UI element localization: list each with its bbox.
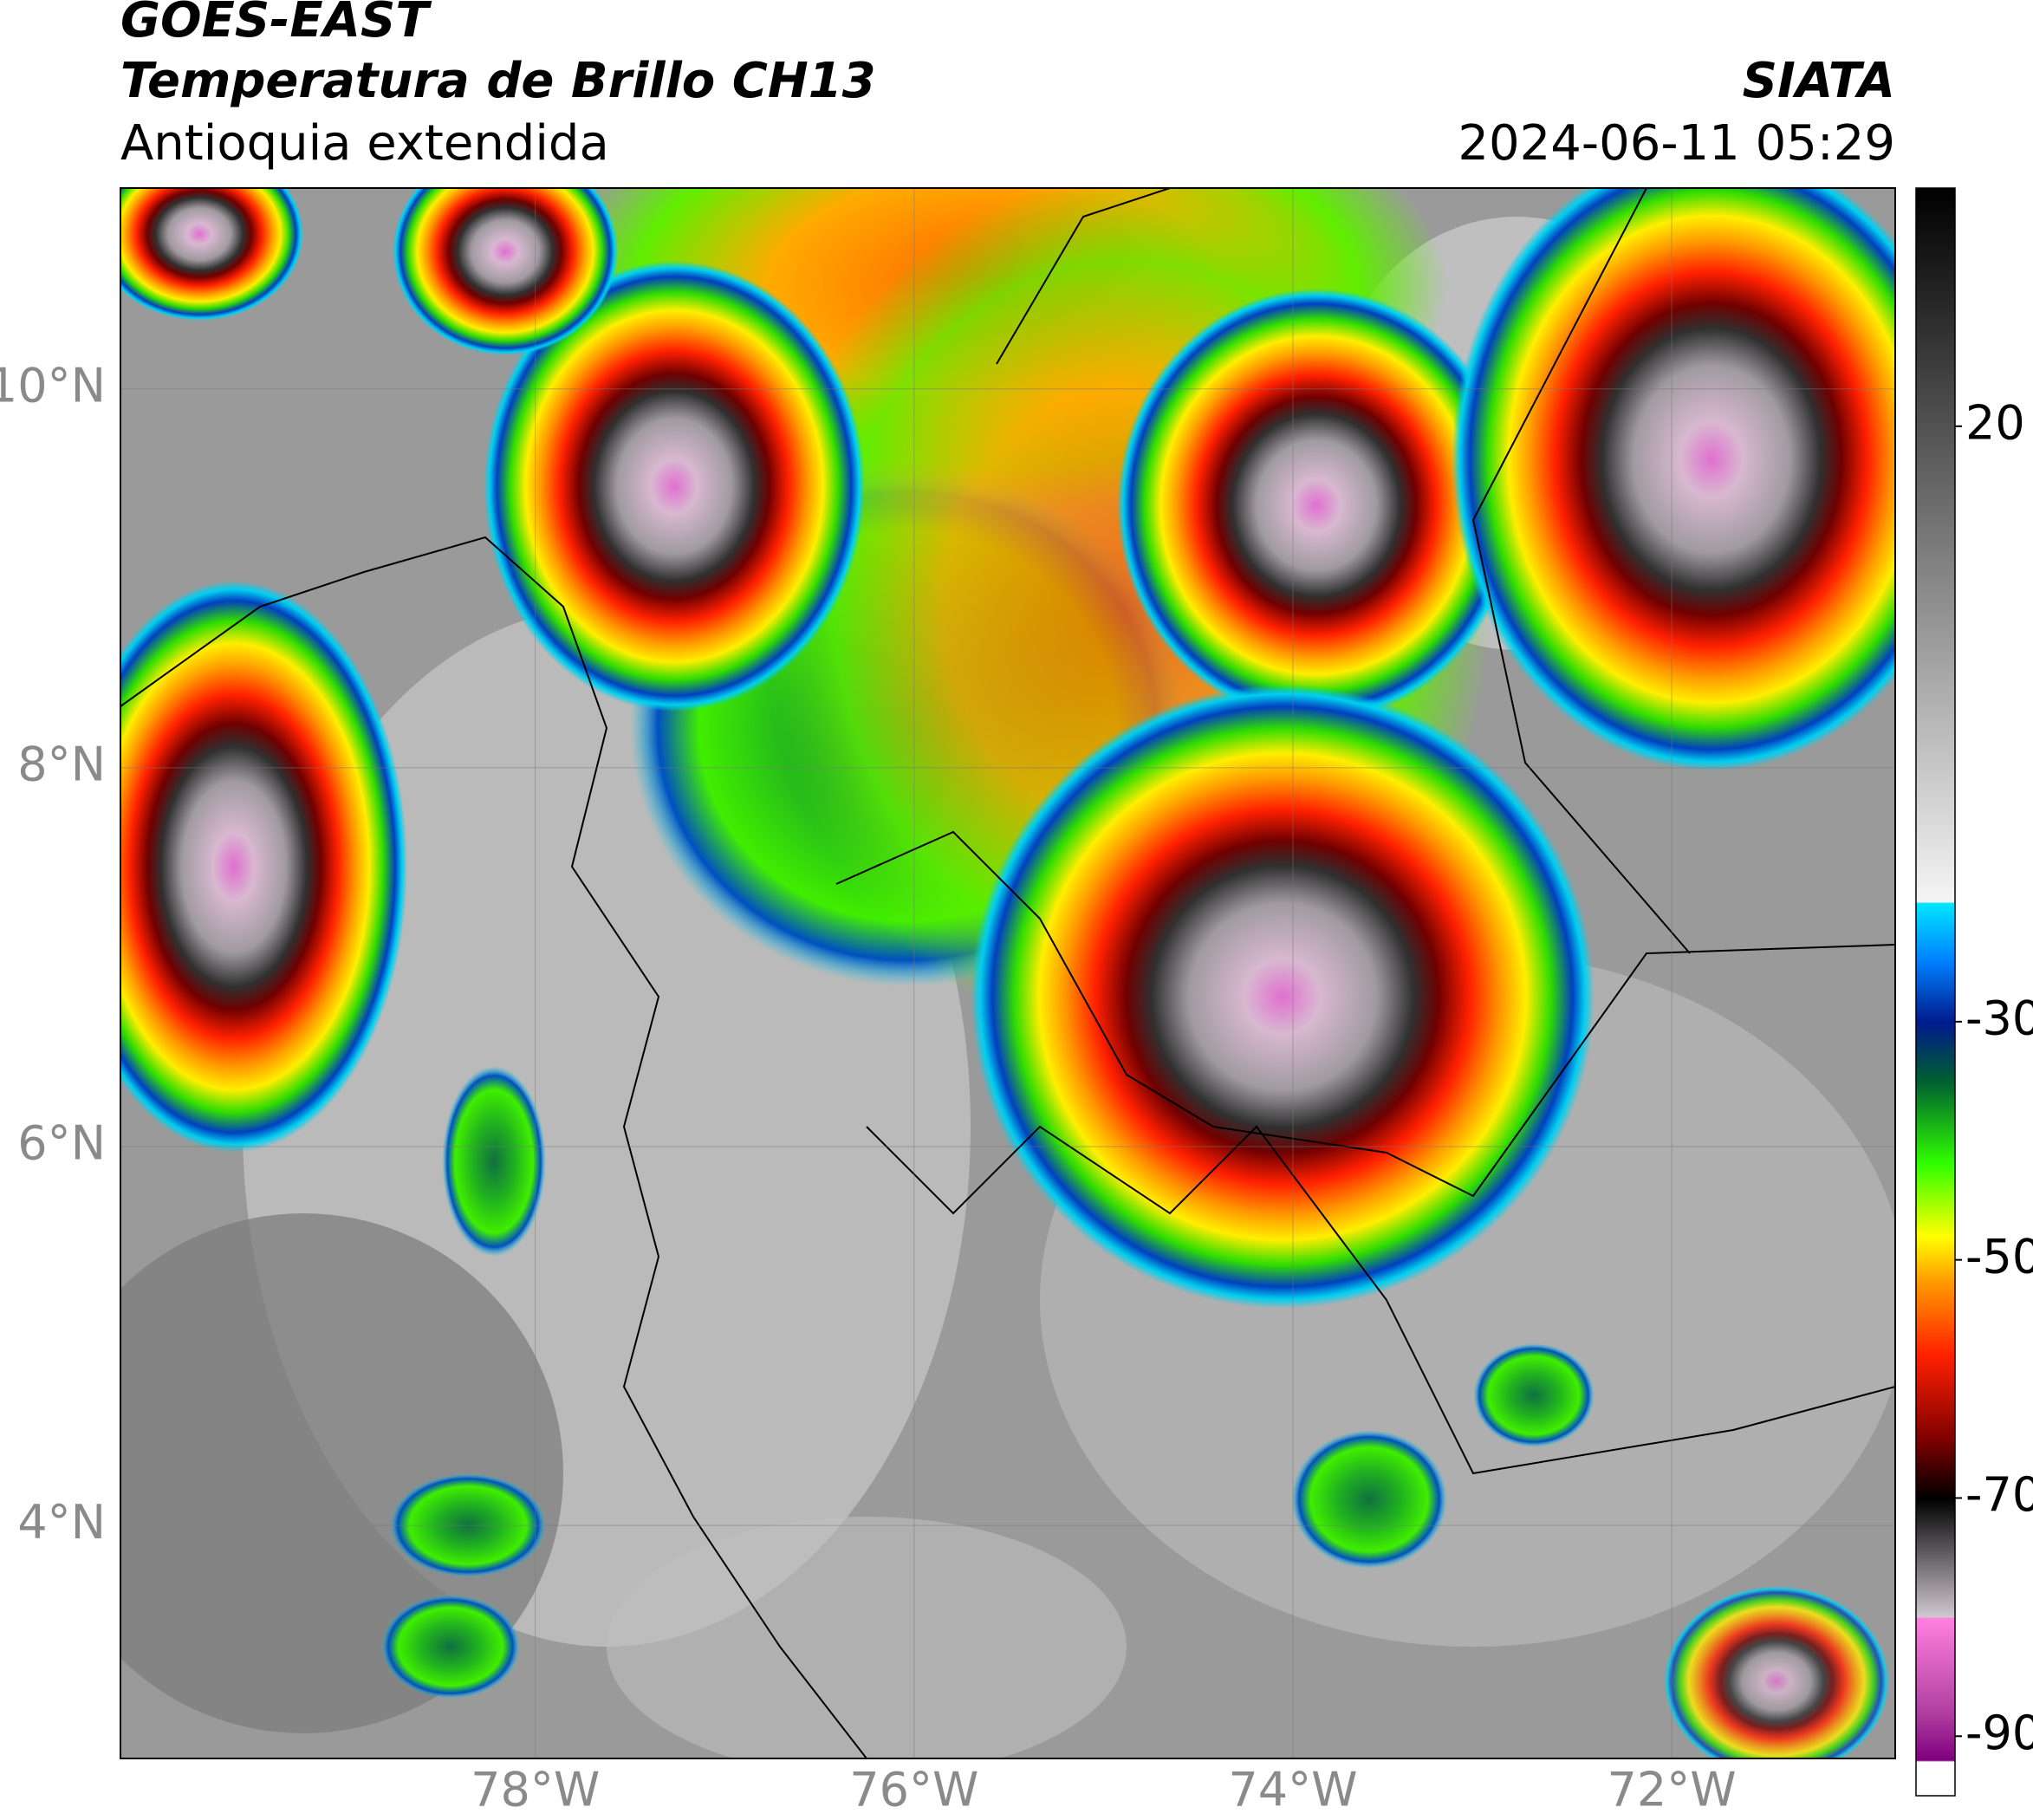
x-tick-label: 72°W bbox=[1608, 1763, 1737, 1817]
y-tick-label: 8°N bbox=[17, 737, 106, 791]
y-tick-label: 10°N bbox=[0, 358, 106, 413]
colorbar-tick-label: -90 bbox=[1965, 1706, 2033, 1760]
region: Antioquia extendida bbox=[120, 115, 609, 172]
satellite-image bbox=[120, 188, 1895, 1758]
colorbar-tick-label: -30 bbox=[1965, 991, 2033, 1045]
subtitle: Temperatura de Brillo CH13 bbox=[120, 53, 876, 109]
x-tick-label: 74°W bbox=[1228, 1763, 1357, 1817]
grid bbox=[120, 188, 1895, 1758]
colorbar bbox=[1915, 187, 1956, 1797]
map-frame bbox=[120, 187, 1896, 1759]
source: SIATA bbox=[1743, 53, 1895, 109]
colorbar-tick-label: 20 bbox=[1965, 395, 2025, 450]
y-tick-label: 4°N bbox=[17, 1495, 106, 1550]
colorbar-tick-label: -70 bbox=[1965, 1467, 2033, 1522]
x-tick-label: 78°W bbox=[471, 1763, 600, 1817]
datetime: 2024-06-11 05:29 bbox=[1458, 115, 1895, 172]
y-tick-label: 6°N bbox=[17, 1116, 106, 1171]
title: GOES-EAST bbox=[120, 0, 432, 49]
colorbar-tick-label: -50 bbox=[1965, 1229, 2033, 1284]
x-tick-label: 76°W bbox=[849, 1763, 978, 1817]
